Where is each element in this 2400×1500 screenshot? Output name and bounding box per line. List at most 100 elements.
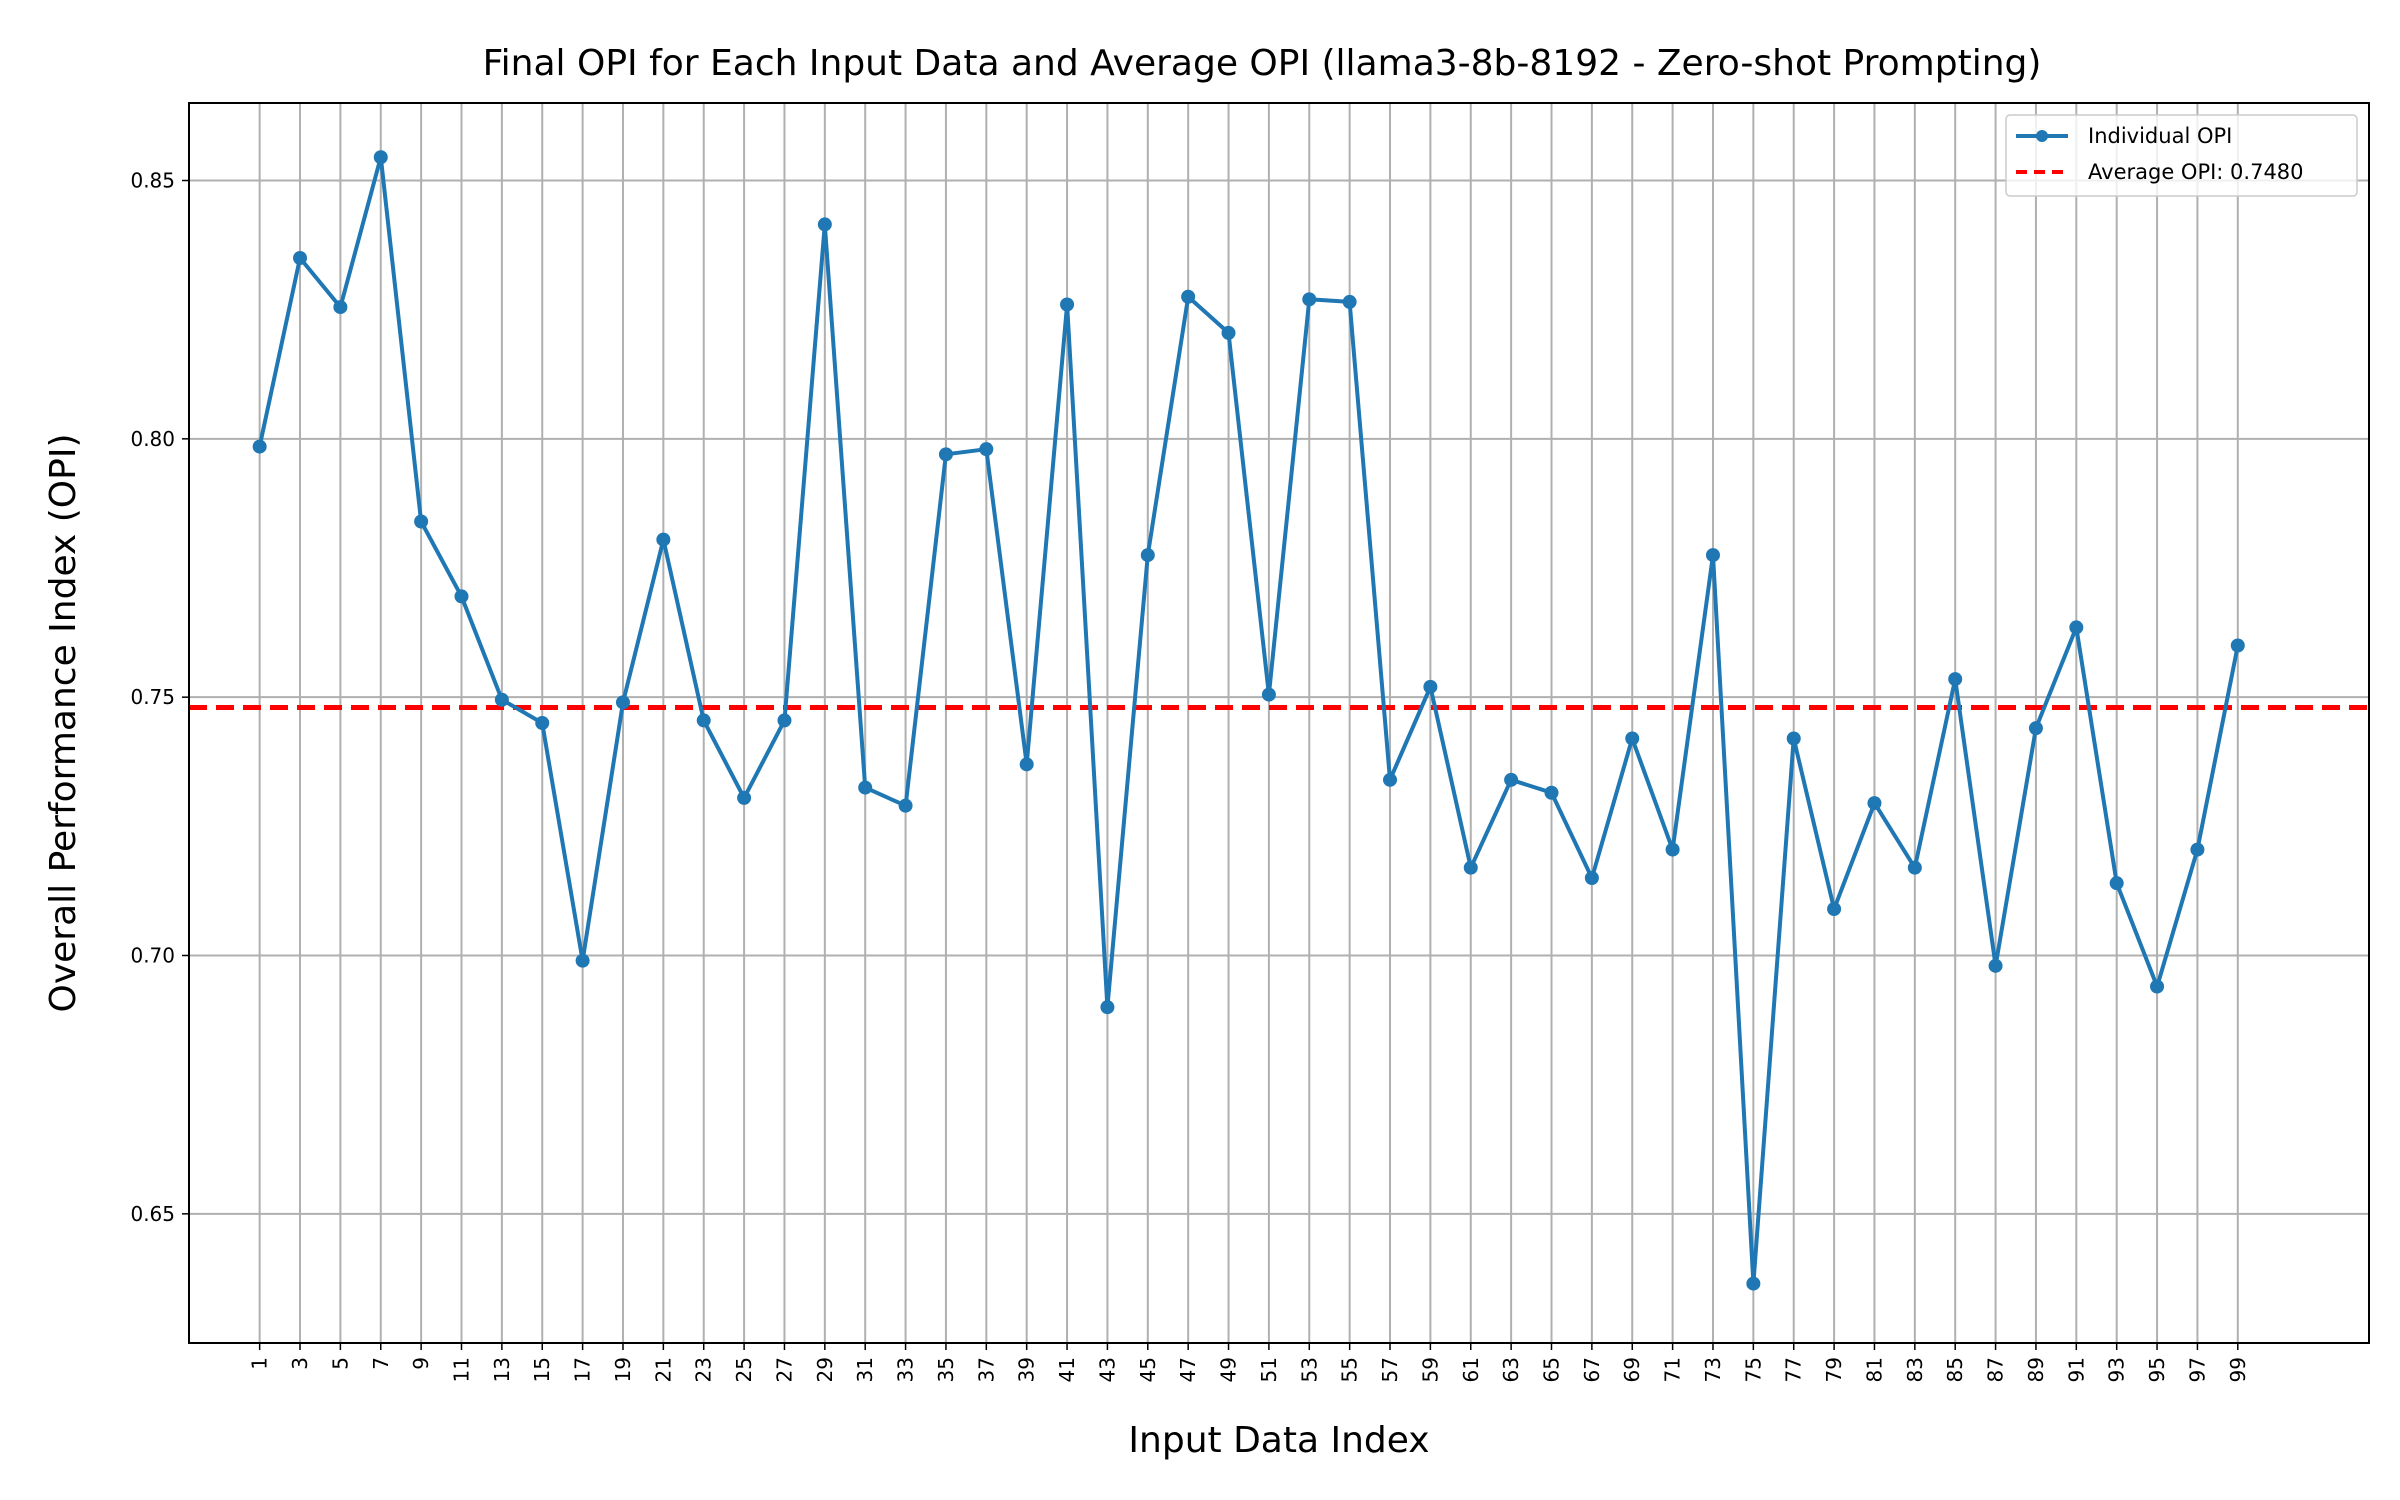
data-point: [858, 780, 873, 795]
data-point: [1544, 785, 1559, 800]
series-individual-opi: [252, 150, 2245, 1291]
data-point: [817, 217, 832, 232]
x-tick-label: 69: [1620, 1357, 1644, 1382]
x-tick-label: 15: [530, 1357, 554, 1382]
x-tick-label: 79: [1822, 1357, 1846, 1382]
x-tick-label: 1: [248, 1357, 272, 1370]
x-tick-label: 61: [1459, 1357, 1483, 1382]
x-tick-label: 97: [2185, 1357, 2209, 1382]
x-tick-label: 93: [2105, 1357, 2129, 1382]
x-tick-label: 41: [1055, 1357, 1079, 1382]
data-point: [1423, 679, 1438, 694]
x-tick-label: 73: [1701, 1357, 1725, 1382]
x-tick-label: 57: [1378, 1357, 1402, 1382]
x-tick-label: 91: [2064, 1357, 2088, 1382]
x-tick-label: 47: [1176, 1357, 1200, 1382]
x-tick-label: 49: [1217, 1357, 1241, 1382]
x-tick-label: 23: [692, 1357, 716, 1382]
x-tick-label: 71: [1661, 1357, 1685, 1382]
data-point: [1302, 292, 1317, 307]
data-point: [2069, 620, 2084, 635]
x-tick-label: 39: [1015, 1357, 1039, 1382]
plot-frame: [188, 102, 2370, 1344]
data-point: [1948, 672, 1963, 687]
data-point: [1867, 796, 1882, 811]
data-point: [252, 439, 267, 454]
y-tick-label: 0.80: [130, 427, 175, 451]
data-point: [615, 695, 630, 710]
series-line-individual-opi: [257, 155, 2240, 1286]
legend-label-average: Average OPI: 0.7480: [2088, 160, 2304, 184]
x-tick-label: 75: [1741, 1357, 1765, 1382]
data-point: [1140, 548, 1155, 563]
x-tick-label: 51: [1257, 1357, 1281, 1382]
x-tick-label: 45: [1136, 1357, 1160, 1382]
data-point: [1665, 842, 1680, 857]
x-tick-label: 43: [1095, 1357, 1119, 1382]
data-point: [1019, 757, 1034, 772]
data-point: [979, 442, 994, 457]
grid: [189, 103, 2369, 1343]
x-tick-label: 13: [490, 1357, 514, 1382]
data-point: [2230, 638, 2245, 653]
legend-marker-individual: [2036, 130, 2048, 142]
x-tick-label: 31: [853, 1357, 877, 1382]
x-tick-label: 95: [2145, 1357, 2169, 1382]
data-point: [1786, 731, 1801, 746]
data-point: [1181, 289, 1196, 304]
x-tick-label: 63: [1499, 1357, 1523, 1382]
data-point: [1988, 958, 2003, 973]
data-point: [494, 692, 509, 707]
data-point: [535, 716, 550, 730]
legend: Individual OPI Average OPI: 0.7480: [2005, 114, 2358, 197]
y-tick-label: 0.70: [130, 944, 175, 968]
data-point: [1625, 731, 1640, 746]
data-point: [1907, 860, 1922, 875]
x-axis-label: Input Data Index: [1128, 1420, 1429, 1461]
x-tick-label: 83: [1903, 1357, 1927, 1382]
data-point: [1342, 294, 1357, 309]
data-point: [575, 953, 590, 968]
data-point: [1221, 325, 1236, 340]
data-point: [1463, 860, 1478, 875]
data-point: [333, 300, 348, 315]
data-point: [898, 798, 913, 813]
y-tick-label: 0.85: [130, 169, 175, 193]
x-tick-label: 3: [288, 1357, 312, 1370]
data-point: [414, 514, 429, 529]
x-tick-label: 67: [1580, 1357, 1604, 1382]
data-point: [1705, 548, 1720, 563]
data-point: [2109, 876, 2124, 891]
x-tick-label: 33: [894, 1357, 918, 1382]
data-point: [2190, 842, 2205, 857]
data-point: [454, 589, 469, 604]
data-point: [1060, 297, 1075, 312]
data-point: [737, 790, 752, 805]
data-point: [1504, 772, 1519, 787]
axis-ticks: 1 3 5 7 9 11 13 15 17 19 21 23 25 27 29 31 33 35 37 39 41 43 4…: [130, 169, 2249, 1383]
data-point: [1746, 1276, 1761, 1291]
x-tick-label: 21: [651, 1357, 675, 1382]
x-tick-label: 11: [450, 1357, 474, 1382]
x-tick-label: 53: [1297, 1357, 1321, 1382]
x-tick-label: 87: [1984, 1357, 2008, 1382]
x-tick-label: 85: [1943, 1357, 1967, 1382]
data-point: [293, 251, 308, 265]
x-tick-label: 77: [1782, 1357, 1806, 1382]
x-tick-label: 9: [409, 1357, 433, 1370]
data-point: [938, 447, 953, 462]
data-point: [696, 713, 711, 728]
y-axis-label: Overall Performance Index (OPI): [43, 434, 84, 1013]
x-tick-label: 29: [813, 1357, 837, 1382]
data-point: [2150, 979, 2165, 994]
legend-box: [2005, 114, 2358, 197]
x-tick-label: 89: [2024, 1357, 2048, 1382]
x-tick-label: 19: [611, 1357, 635, 1382]
data-point: [2028, 721, 2043, 736]
x-tick-label: 81: [1862, 1357, 1886, 1382]
x-tick-label: 17: [571, 1357, 595, 1382]
x-tick-label: 59: [1418, 1357, 1442, 1382]
y-tick-label: 0.65: [130, 1202, 175, 1226]
data-point: [777, 713, 792, 728]
